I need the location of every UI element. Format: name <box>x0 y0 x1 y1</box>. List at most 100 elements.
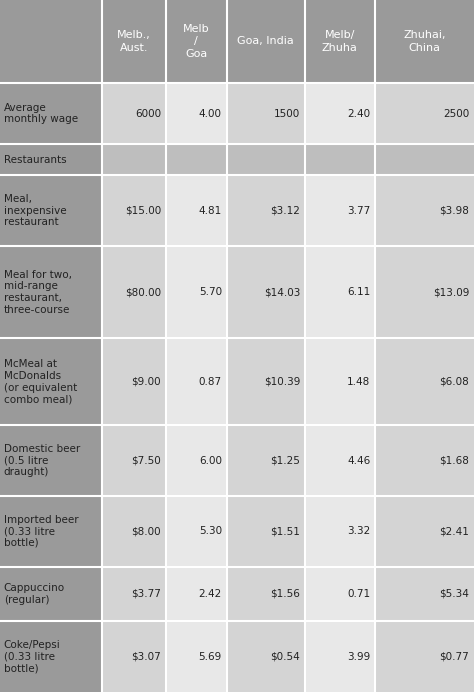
Bar <box>227 144 305 175</box>
Text: 0.87: 0.87 <box>199 377 222 387</box>
Bar <box>227 175 305 246</box>
Text: Cappuccino
(regular): Cappuccino (regular) <box>4 583 65 605</box>
Text: Melb.,
Aust.: Melb., Aust. <box>117 30 151 53</box>
Text: $7.50: $7.50 <box>131 455 161 466</box>
Bar <box>0 567 102 621</box>
Text: $13.09: $13.09 <box>433 287 469 298</box>
Text: 0.71: 0.71 <box>347 589 370 599</box>
Text: 2.42: 2.42 <box>199 589 222 599</box>
Text: 5.70: 5.70 <box>199 287 222 298</box>
Text: $3.07: $3.07 <box>131 652 161 662</box>
Bar <box>227 496 305 567</box>
Text: $6.08: $6.08 <box>439 377 469 387</box>
Text: Meal,
inexpensive
restaurant: Meal, inexpensive restaurant <box>4 194 66 227</box>
Bar <box>375 496 474 567</box>
Text: 6000: 6000 <box>135 109 161 118</box>
Bar <box>166 0 227 83</box>
Text: $3.12: $3.12 <box>270 206 300 216</box>
Bar <box>102 496 166 567</box>
Text: $10.39: $10.39 <box>264 377 300 387</box>
Bar <box>375 175 474 246</box>
Bar <box>166 246 227 338</box>
Bar <box>227 83 305 144</box>
Bar <box>166 83 227 144</box>
Bar <box>375 83 474 144</box>
Bar <box>227 425 305 496</box>
Bar <box>305 425 375 496</box>
Bar <box>375 0 474 83</box>
Text: $2.41: $2.41 <box>439 526 469 536</box>
Bar <box>0 621 102 692</box>
Bar <box>227 567 305 621</box>
Text: Melb
/
Goa: Melb / Goa <box>183 24 210 59</box>
Bar <box>227 338 305 425</box>
Text: Zhuhai,
China: Zhuhai, China <box>403 30 446 53</box>
Bar <box>102 567 166 621</box>
Text: Imported beer
(0.33 litre
bottle): Imported beer (0.33 litre bottle) <box>4 515 78 548</box>
Text: $3.98: $3.98 <box>439 206 469 216</box>
Bar <box>305 621 375 692</box>
Bar <box>0 338 102 425</box>
Bar <box>166 496 227 567</box>
Text: $14.03: $14.03 <box>264 287 300 298</box>
Bar <box>102 621 166 692</box>
Bar <box>0 425 102 496</box>
Text: Melb/
Zhuha: Melb/ Zhuha <box>322 30 358 53</box>
Text: 5.30: 5.30 <box>199 526 222 536</box>
Bar <box>227 246 305 338</box>
Text: $0.54: $0.54 <box>270 652 300 662</box>
Text: 4.46: 4.46 <box>347 455 370 466</box>
Text: $1.25: $1.25 <box>270 455 300 466</box>
Text: $3.77: $3.77 <box>131 589 161 599</box>
Bar <box>166 621 227 692</box>
Bar <box>305 338 375 425</box>
Text: 4.81: 4.81 <box>199 206 222 216</box>
Bar <box>0 175 102 246</box>
Bar <box>305 0 375 83</box>
Text: 3.99: 3.99 <box>347 652 370 662</box>
Bar <box>102 246 166 338</box>
Bar <box>166 175 227 246</box>
Text: Restaurants: Restaurants <box>4 155 66 165</box>
Bar <box>166 144 227 175</box>
Text: 3.32: 3.32 <box>347 526 370 536</box>
Bar <box>305 83 375 144</box>
Text: $80.00: $80.00 <box>125 287 161 298</box>
Text: 4.00: 4.00 <box>199 109 222 118</box>
Text: $8.00: $8.00 <box>131 526 161 536</box>
Bar <box>305 496 375 567</box>
Text: 2500: 2500 <box>443 109 469 118</box>
Text: $1.68: $1.68 <box>439 455 469 466</box>
Text: 3.77: 3.77 <box>347 206 370 216</box>
Text: Goa, India: Goa, India <box>237 37 294 46</box>
Bar <box>375 425 474 496</box>
Text: $1.56: $1.56 <box>270 589 300 599</box>
Text: 1.48: 1.48 <box>347 377 370 387</box>
Text: 6.11: 6.11 <box>347 287 370 298</box>
Bar <box>102 175 166 246</box>
Bar <box>166 338 227 425</box>
Bar <box>375 338 474 425</box>
Text: 6.00: 6.00 <box>199 455 222 466</box>
Text: Domestic beer
(0.5 litre
draught): Domestic beer (0.5 litre draught) <box>4 444 80 477</box>
Bar <box>166 425 227 496</box>
Bar <box>305 144 375 175</box>
Bar <box>0 83 102 144</box>
Bar <box>102 425 166 496</box>
Bar <box>102 0 166 83</box>
Bar <box>375 144 474 175</box>
Text: $15.00: $15.00 <box>125 206 161 216</box>
Text: Average
monthly wage: Average monthly wage <box>4 103 78 125</box>
Text: 2.40: 2.40 <box>347 109 370 118</box>
Bar <box>227 621 305 692</box>
Text: 1500: 1500 <box>274 109 300 118</box>
Text: McMeal at
McDonalds
(or equivalent
combo meal): McMeal at McDonalds (or equivalent combo… <box>4 359 77 404</box>
Text: 5.69: 5.69 <box>199 652 222 662</box>
Bar <box>305 175 375 246</box>
Bar <box>102 144 166 175</box>
Text: $0.77: $0.77 <box>439 652 469 662</box>
Bar <box>375 246 474 338</box>
Bar <box>0 144 102 175</box>
Bar <box>375 621 474 692</box>
Bar <box>102 338 166 425</box>
